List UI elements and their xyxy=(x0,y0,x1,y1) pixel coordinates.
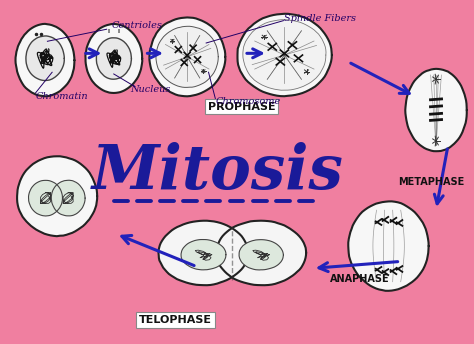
Polygon shape xyxy=(239,240,283,270)
Polygon shape xyxy=(149,18,225,96)
Polygon shape xyxy=(16,24,74,96)
Text: Spindle Fibers: Spindle Fibers xyxy=(284,14,356,23)
Text: II: II xyxy=(107,30,110,34)
Polygon shape xyxy=(26,36,64,80)
Polygon shape xyxy=(237,14,332,96)
Text: PROPHASE: PROPHASE xyxy=(208,101,275,112)
Text: METAPHASE: METAPHASE xyxy=(398,177,465,187)
Text: Nucleus: Nucleus xyxy=(130,85,171,94)
Text: Chromatin: Chromatin xyxy=(36,92,88,101)
Polygon shape xyxy=(156,26,218,87)
Text: Centrioles: Centrioles xyxy=(111,21,162,30)
Text: II: II xyxy=(117,30,120,34)
Text: Mitosis: Mitosis xyxy=(92,142,344,202)
Polygon shape xyxy=(216,221,306,285)
Polygon shape xyxy=(243,20,326,90)
Polygon shape xyxy=(181,239,226,270)
Polygon shape xyxy=(96,38,131,79)
Text: ANAPHASE: ANAPHASE xyxy=(330,273,390,284)
Polygon shape xyxy=(51,180,85,216)
Polygon shape xyxy=(85,24,142,93)
Polygon shape xyxy=(348,201,428,291)
Text: TELOPHASE: TELOPHASE xyxy=(139,315,212,325)
Polygon shape xyxy=(17,156,97,236)
Polygon shape xyxy=(158,221,248,285)
Polygon shape xyxy=(405,69,467,151)
Polygon shape xyxy=(28,180,63,216)
Text: Chromosome: Chromosome xyxy=(216,97,281,106)
